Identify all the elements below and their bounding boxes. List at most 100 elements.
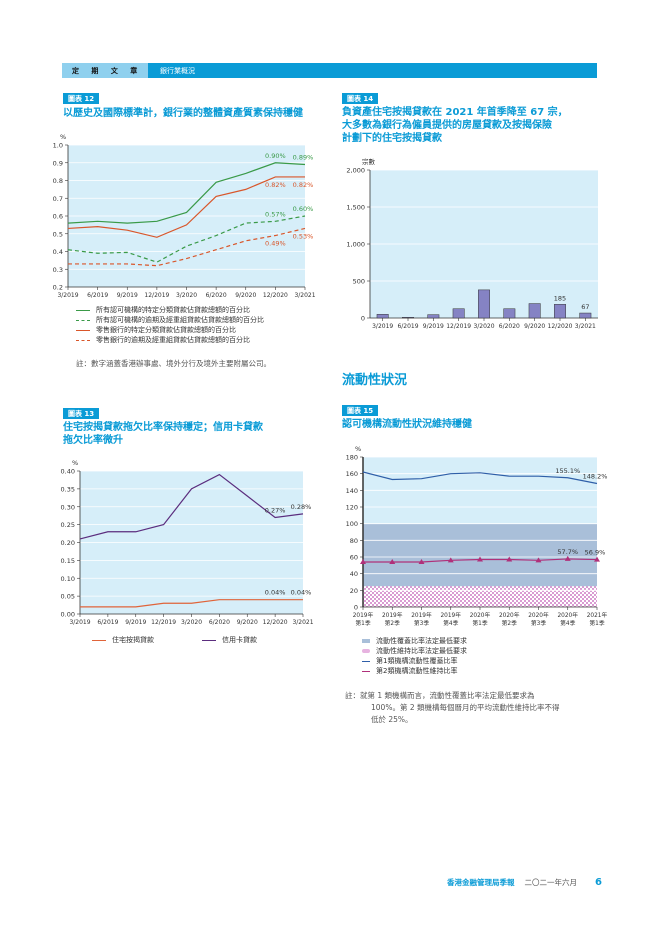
y-tick-label: 100 xyxy=(346,520,358,528)
legend-item: 所有認可機構的逾期及經重組貸款佔貸款總額的百分比 xyxy=(76,315,264,325)
chart14-title: 負資產住宅按揭貸款在 2021 年首季降至 67 宗， 大多數為銀行為僱員提供的房… xyxy=(342,107,568,144)
data-marker xyxy=(418,559,425,564)
data-label: 0.60% xyxy=(293,205,314,213)
legend-item: 零售銀行的特定分類貸款佔貸款總額的百分比 xyxy=(76,325,264,335)
data-label: 0.82% xyxy=(265,181,286,189)
y-axis-label: 宗數 xyxy=(362,157,376,166)
chart15-note: 註：就第 1 類機構而言，流動性覆蓋比率法定最低要求為 100%。第 2 類機構每… xyxy=(345,691,560,724)
x-tick-label: 2020年 xyxy=(470,611,491,619)
x-tick-label: 2019年 xyxy=(353,611,374,619)
series-line xyxy=(80,599,303,608)
chart15-title: 認可機構流動性狀況維持穩健 xyxy=(342,419,472,430)
data-label: 185 xyxy=(554,294,566,302)
y-axis-label: % xyxy=(72,459,78,467)
x-tick-label: 3/2019 xyxy=(57,292,78,299)
bar xyxy=(452,308,465,319)
legend-item: 流動性覆蓋比率法定最低要求 xyxy=(362,636,467,646)
legend-item: 第2類機構流動性維持比率 xyxy=(362,666,467,676)
y-tick-label: 0.30 xyxy=(61,503,75,511)
x-tick-label: 3/2020 xyxy=(176,292,197,299)
x-tick-label: 第1季 xyxy=(472,619,487,627)
data-marker xyxy=(564,555,571,561)
y-tick-label: 40 xyxy=(350,570,358,578)
y-tick-label: 0.25 xyxy=(61,521,75,529)
x-tick-label: 9/2020 xyxy=(237,619,258,626)
data-label: 56.9% xyxy=(585,549,606,557)
y-tick-label: 0.35 xyxy=(61,485,75,493)
x-tick-label: 2019年 xyxy=(382,611,403,619)
data-label: 57.7% xyxy=(557,548,578,556)
x-tick-label: 3/2021 xyxy=(292,619,313,626)
y-axis-label: % xyxy=(60,133,66,141)
bar xyxy=(528,303,541,319)
legend-item: 信用卡貸款 xyxy=(202,635,257,645)
y-tick-label: 20 xyxy=(350,587,358,595)
footer-publication: 香港金融管理局季報 xyxy=(447,878,515,887)
x-tick-label: 2019年 xyxy=(411,611,432,619)
data-marker xyxy=(594,556,600,562)
legend-item: 第1類機構流動性覆蓋比率 xyxy=(362,656,467,666)
data-label: 0.04% xyxy=(265,589,286,597)
x-tick-label: 6/2019 xyxy=(397,323,418,330)
chart13-title: 住宅按揭貸款拖欠比率保持穩定；信用卡貸款 拖欠比率微升 xyxy=(63,422,263,446)
y-tick-label: 0 xyxy=(354,604,358,612)
data-marker xyxy=(389,559,396,564)
y-tick-label: 120 xyxy=(346,504,358,512)
x-tick-label: 12/2020 xyxy=(548,323,573,330)
data-marker xyxy=(535,557,542,563)
data-label: 0.82% xyxy=(293,181,314,189)
data-marker xyxy=(360,559,366,564)
chart12-legend: 所有認可機構的特定分類貸款佔貸款總額的百分比 所有認可機構的逾期及經重組貸款佔貸… xyxy=(76,305,264,345)
header-subsection: 銀行業概況 xyxy=(148,63,597,78)
bar xyxy=(478,289,490,319)
y-tick-label: 0 xyxy=(361,315,365,323)
series-line xyxy=(67,176,305,238)
data-label: 0.27% xyxy=(265,506,286,514)
series-line xyxy=(67,162,306,224)
chart15-plot: 020406080100120140160180%2019年第1季2019年第2… xyxy=(346,445,608,627)
y-tick-label: 60 xyxy=(350,554,358,562)
x-tick-label: 9/2019 xyxy=(423,323,444,330)
chart13-badge: 圖表 13 xyxy=(63,408,100,419)
y-tick-label: 80 xyxy=(350,537,358,545)
x-tick-label: 2019年 xyxy=(440,611,461,619)
series-line xyxy=(362,471,598,485)
chart12-badge: 圖表 12 xyxy=(63,93,100,104)
header-section: 定 期 文 章 xyxy=(62,63,148,78)
x-tick-label: 第3季 xyxy=(531,619,546,627)
chart12-title: 以歷史及國際標準計，銀行業的整體資產質素保持穩健 xyxy=(63,108,303,119)
data-label: 67 xyxy=(581,303,589,311)
data-label: 148.2% xyxy=(583,473,608,481)
y-tick-label: 0.10 xyxy=(61,575,75,583)
y-tick-label: 0.2 xyxy=(53,284,63,292)
y-tick-label: 0.20 xyxy=(61,539,75,547)
band-lmr-minimum xyxy=(363,586,597,607)
x-tick-label: 12/2020 xyxy=(263,292,288,299)
x-tick-label: 6/2019 xyxy=(97,619,118,626)
data-marker xyxy=(506,556,513,562)
data-label: 0.49% xyxy=(265,240,286,248)
y-tick-label: 0.40 xyxy=(61,468,75,476)
y-tick-label: 1,000 xyxy=(346,241,365,249)
y-tick-label: 0.05 xyxy=(61,593,75,601)
y-tick-label: 0.3 xyxy=(53,266,63,274)
x-tick-label: 12/2019 xyxy=(151,619,176,626)
y-tick-label: 2,000 xyxy=(346,167,365,175)
y-tick-label: 180 xyxy=(346,454,358,462)
x-tick-label: 3/2020 xyxy=(181,619,202,626)
y-tick-label: 0.7 xyxy=(53,195,63,203)
data-marker xyxy=(477,556,483,562)
data-label: 0.28% xyxy=(291,503,312,511)
x-tick-label: 6/2019 xyxy=(87,292,108,299)
legend-item: 零售銀行的逾期及經重組貸款佔貸款總額的百分比 xyxy=(76,335,264,345)
series-line xyxy=(68,227,306,267)
y-tick-label: 0.15 xyxy=(61,557,75,565)
chart13-legend: 住宅按揭貸款 信用卡貸款 xyxy=(92,635,257,645)
bar xyxy=(503,308,516,319)
bar xyxy=(427,314,440,319)
chart12-plot: 0.2 0.3 0.4 0.5 0.6 0.7 0.8 0.9 1.0% 3/2019 6/2019… xyxy=(53,133,316,299)
x-tick-label: 12/2019 xyxy=(446,323,471,330)
data-marker xyxy=(447,557,454,563)
y-tick-label: 0.4 xyxy=(53,248,63,256)
